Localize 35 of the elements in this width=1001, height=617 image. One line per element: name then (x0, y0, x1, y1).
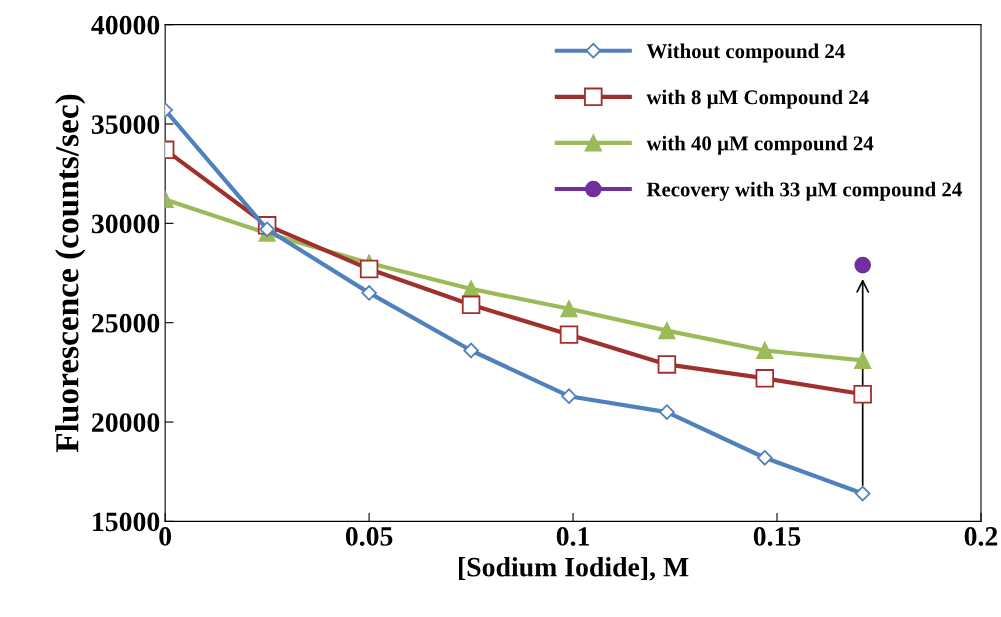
point (854, 351, 872, 369)
point (461, 295, 481, 315)
y-axis-title: Fluorescence (counts/sec) (55, 94, 86, 453)
y-tick-label: 35000 (91, 115, 160, 134)
legend-label: with 40 µM compound 24 (646, 135, 874, 155)
point (853, 384, 872, 404)
point (757, 450, 773, 466)
point (560, 300, 578, 318)
point (854, 256, 872, 274)
x-tick-label: 0 (159, 527, 172, 546)
legend-label: Without compound 24 (646, 43, 845, 63)
point (559, 325, 579, 344)
point (659, 404, 675, 420)
y-tick-label: 30000 (91, 214, 160, 234)
point (259, 221, 275, 238)
point (561, 388, 577, 404)
point (755, 369, 775, 388)
point (361, 285, 377, 301)
x-tick-label: 0.05 (345, 527, 393, 546)
point (854, 485, 871, 502)
point (359, 259, 379, 279)
y-tick-label: 25000 (92, 313, 160, 333)
point (463, 342, 479, 359)
point (657, 355, 677, 374)
x-axis-title: [Sodium Iodide], M (458, 556, 689, 581)
legend-label: Recovery with 33 µM compound 24 (646, 181, 962, 201)
x-tick-label: 0.15 (753, 527, 801, 546)
x-tick-label: 0.2 (964, 527, 998, 546)
y-tick-label: 40000 (91, 15, 160, 35)
y-tick-label: 15000 (93, 512, 160, 532)
y-tick-label: 20000 (92, 413, 160, 432)
point (756, 341, 774, 360)
legend-label: with 8 µM Compound 24 (646, 89, 869, 109)
point (658, 322, 676, 340)
x-tick-label: 0.1 (556, 527, 589, 546)
